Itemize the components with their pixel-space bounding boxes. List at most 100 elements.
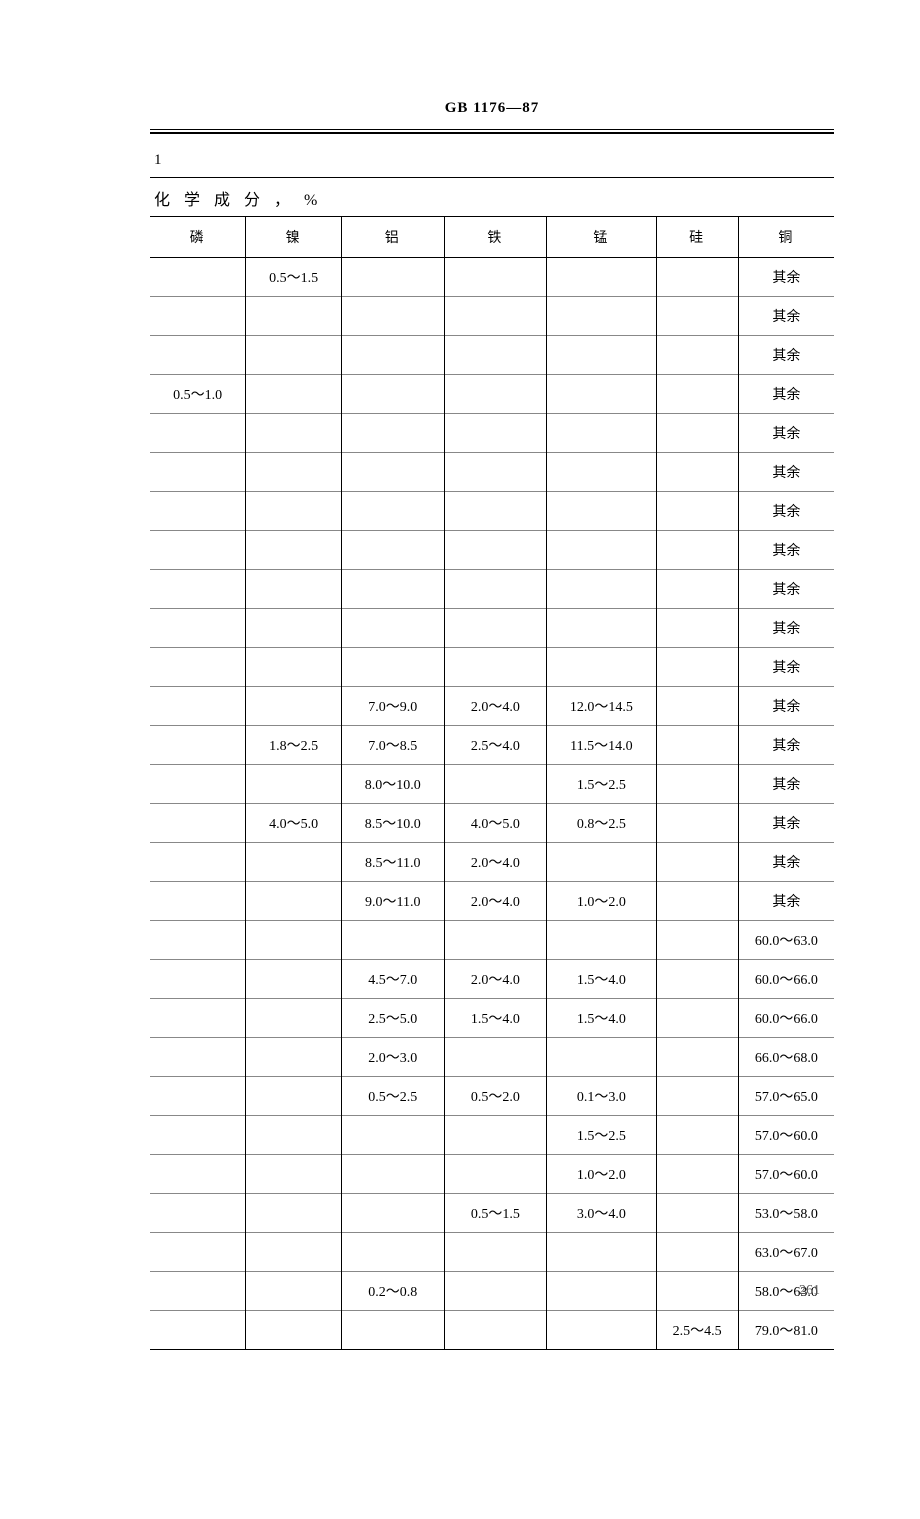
table-cell [444,258,547,297]
table-cell [547,258,656,297]
table-cell [656,960,738,999]
table-row: 2.0～3.0 66.0～68.0 [150,1038,834,1077]
table-cell: 0.5～2.5 [342,1077,445,1116]
table-cell [342,570,445,609]
table-cell [444,609,547,648]
table-cell [150,492,246,531]
table-cell [246,960,342,999]
table-cell: 1.5～2.5 [547,765,656,804]
table-cell [150,1116,246,1155]
table-cell [150,1155,246,1194]
table-cell [246,1272,342,1311]
table-cell [246,1233,342,1272]
composition-table: 磷镍铝铁锰硅铜 0.5～1.5其余其余其余0.5～1.0其余其余其余其余其余其余… [150,216,834,1350]
table-cell: 0.1～3.0 [547,1077,656,1116]
table-cell: 0.5～1.5 [246,258,342,297]
table-cell [150,570,246,609]
table-cell [246,297,342,336]
table-cell [656,492,738,531]
table-cell [547,1233,656,1272]
table-cell: 11.5～14.0 [547,726,656,765]
table-cell: 79.0～81.0 [738,1311,834,1350]
table-cell [444,297,547,336]
table-row: 0.5～1.53.0～4.053.0～58.0 [150,1194,834,1233]
table-cell [656,1194,738,1233]
table-row: 其余 [150,492,834,531]
table-cell: 63.0～67.0 [738,1233,834,1272]
table-cell [342,492,445,531]
table-cell [246,1194,342,1233]
table-cell: 2.0～3.0 [342,1038,445,1077]
table-cell [547,297,656,336]
table-cell [444,414,547,453]
table-cell [246,531,342,570]
table-cell [150,648,246,687]
table-cell [656,258,738,297]
table-cell [656,1155,738,1194]
table-cell: 其余 [738,258,834,297]
table-cell [342,1155,445,1194]
table-cell [656,882,738,921]
table-cell [656,921,738,960]
table-cell: 2.0～4.0 [444,687,547,726]
table-cell [150,921,246,960]
table-row: 其余 [150,297,834,336]
table-cell [656,414,738,453]
table-cell [656,336,738,375]
table-cell [547,609,656,648]
table-cell [150,1194,246,1233]
table-cell [656,1272,738,1311]
table-cell [150,336,246,375]
table-cell [444,765,547,804]
table-cell: 66.0～68.0 [738,1038,834,1077]
table-cell: 57.0～60.0 [738,1155,834,1194]
table-cell: 其余 [738,531,834,570]
table-cell [656,1233,738,1272]
table-cell [342,1233,445,1272]
table-cell: 53.0～58.0 [738,1194,834,1233]
table-cell [246,921,342,960]
table-row: 0.5～2.50.5～2.00.1～3.057.0～65.0 [150,1077,834,1116]
table-cell: 其余 [738,882,834,921]
table-cell: 其余 [738,492,834,531]
table-cell: 1.5～4.0 [547,960,656,999]
table-cell [150,726,246,765]
col-header: 磷 [150,217,246,258]
table-cell [150,1233,246,1272]
table-cell: 4.0～5.0 [246,804,342,843]
table-cell [150,414,246,453]
table-cell [150,1077,246,1116]
table-cell [150,1272,246,1311]
table-cell [150,960,246,999]
table-cell [342,258,445,297]
table-cell [342,297,445,336]
table-cell [342,453,445,492]
table-cell [656,804,738,843]
table-cell [547,336,656,375]
table-cell [444,570,547,609]
table-cell: 其余 [738,687,834,726]
table-cell [547,570,656,609]
table-cell [246,1077,342,1116]
table-cell: 3.0～4.0 [547,1194,656,1233]
table-cell: 其余 [738,609,834,648]
col-header: 锰 [547,217,656,258]
table-cell [150,882,246,921]
table-cell: 2.5～4.0 [444,726,547,765]
table-row: 1.8～2.57.0～8.52.5～4.011.5～14.0其余 [150,726,834,765]
table-cell [342,1116,445,1155]
table-cell: 其余 [738,765,834,804]
table-row: 4.0～5.08.5～10.04.0～5.00.8～2.5其余 [150,804,834,843]
table-cell: 60.0～66.0 [738,999,834,1038]
table-row: 8.5～11.02.0～4.0其余 [150,843,834,882]
table-cell: 9.0～11.0 [342,882,445,921]
table-cell: 其余 [738,726,834,765]
table-cell [150,843,246,882]
table-cell [150,297,246,336]
table-cell [150,453,246,492]
table-cell: 其余 [738,804,834,843]
table-row: 7.0～9.02.0～4.012.0～14.5其余 [150,687,834,726]
table-cell: 8.0～10.0 [342,765,445,804]
table-cell [150,258,246,297]
table-cell [656,1116,738,1155]
